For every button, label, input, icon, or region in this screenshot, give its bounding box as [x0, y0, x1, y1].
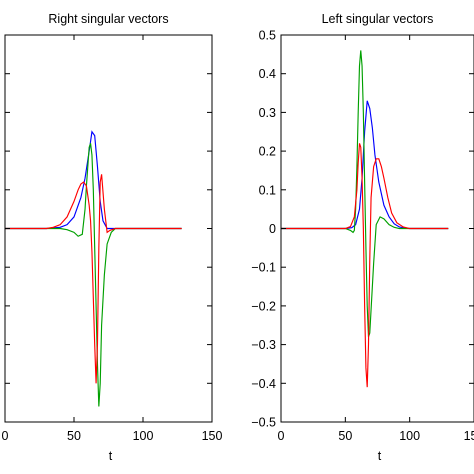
series-line-3 — [5, 174, 182, 384]
series-group — [5, 130, 182, 407]
y-tick-label: −0.1 — [251, 261, 276, 275]
y-tick-label: 0.1 — [259, 183, 276, 197]
x-tick-label: 50 — [338, 429, 352, 443]
y-tick-label: 0.2 — [259, 145, 276, 159]
chart-panel-1: Right singular vectors 0 50 100 150 t — [2, 12, 223, 463]
series-line-3 — [281, 143, 449, 388]
x-tick-label: 0 — [278, 429, 285, 443]
series-line-1 — [281, 100, 449, 230]
x-tick-label: 50 — [67, 429, 81, 443]
chart-title: Right singular vectors — [48, 12, 168, 26]
chart-title: Left singular vectors — [322, 12, 434, 26]
y-tick-label: 0.4 — [259, 67, 276, 81]
chart-panel-2: Left singular vectors0.50.40.30.20.10−0.… — [251, 12, 474, 463]
x-tick-label: 150 — [202, 429, 223, 443]
series-line-2 — [5, 143, 182, 407]
y-tick-label: 0.5 — [259, 29, 276, 43]
y-tick-label: −0.5 — [251, 416, 276, 430]
y-tick-label: 0 — [269, 222, 276, 236]
series-group — [281, 50, 449, 388]
x-tick-label: 0 — [2, 429, 9, 443]
series-line-2 — [281, 50, 449, 338]
y-tick-label: −0.3 — [251, 338, 276, 352]
x-axis-label: t — [378, 449, 382, 463]
y-tick-label: −0.2 — [251, 299, 276, 313]
y-tick-label: −0.4 — [251, 377, 276, 391]
x-axis-label: t — [109, 449, 113, 463]
x-tick-label: 150 — [464, 429, 474, 443]
x-tick-label: 100 — [399, 429, 420, 443]
x-tick-label: 100 — [133, 429, 154, 443]
y-tick-label: 0.3 — [259, 106, 276, 120]
